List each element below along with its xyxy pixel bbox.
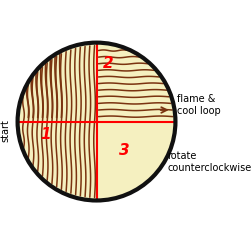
- Text: start: start: [1, 118, 11, 141]
- Text: 3: 3: [118, 142, 129, 157]
- Text: flame &
cool loop: flame & cool loop: [177, 94, 220, 115]
- Text: 1: 1: [40, 127, 50, 141]
- Circle shape: [18, 43, 175, 201]
- Text: 2: 2: [103, 56, 113, 71]
- Text: rotate
counterclockwise: rotate counterclockwise: [167, 151, 251, 172]
